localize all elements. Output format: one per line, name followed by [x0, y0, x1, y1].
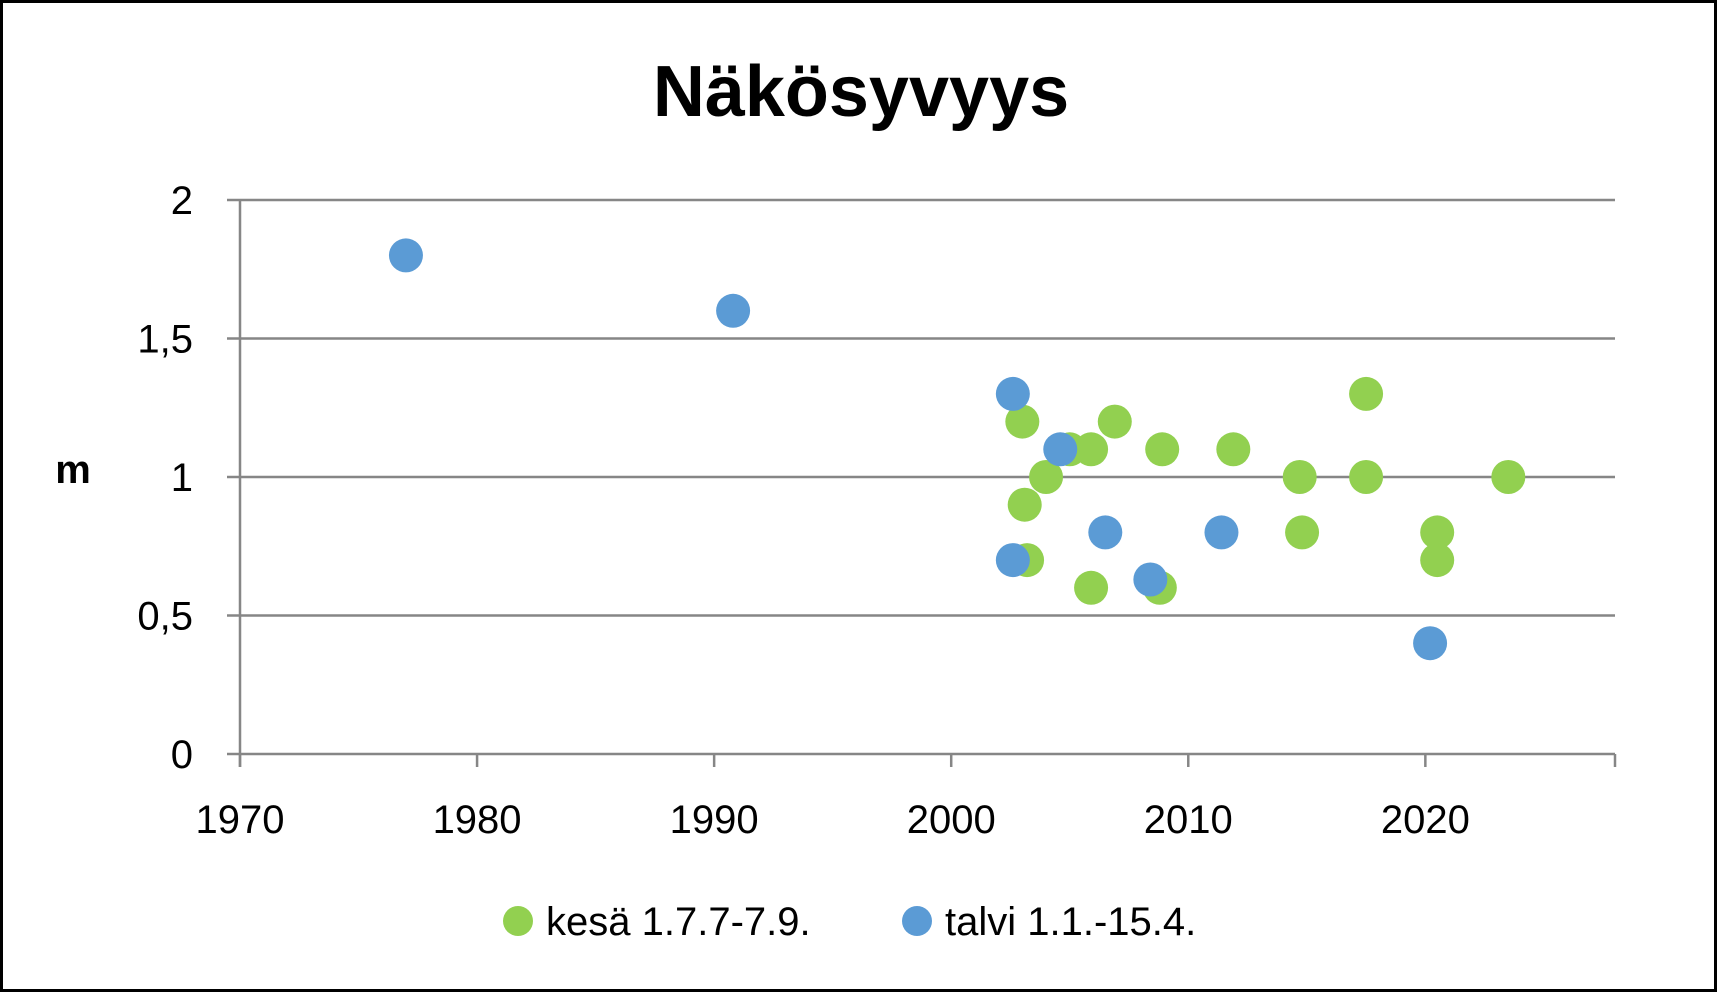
x-tick-label: 2000 [907, 798, 996, 842]
y-tick-label: 1,5 [137, 318, 193, 362]
data-point-series-0-1 [1007, 487, 1042, 522]
data-point-series-1-4 [1043, 432, 1078, 467]
y-tick-label: 0,5 [137, 595, 193, 639]
data-point-series-1-7 [1204, 515, 1239, 550]
data-points [388, 238, 1526, 661]
data-point-series-0-7 [1097, 404, 1132, 439]
data-point-series-0-3 [1029, 460, 1064, 494]
data-point-series-1-6 [1133, 562, 1168, 597]
legend-label-1: talvi 1.1.-15.4. [945, 900, 1196, 944]
scatter-chart: Näkösyvyys 0 0,5 1 1,5 2 1970 1980 1990 2000 2010… [55, 52, 1617, 944]
data-point-series-1-3 [995, 543, 1030, 578]
legend-marker-0 [503, 906, 533, 936]
data-point-series-0-13 [1349, 376, 1384, 411]
x-tick-label: 1990 [670, 798, 759, 842]
x-tick-label: 2020 [1381, 798, 1470, 842]
tick-labels: 0 0,5 1 1,5 2 1970 1980 1990 2000 2010 2020 [137, 179, 1469, 842]
data-point-series-0-14 [1349, 460, 1384, 494]
legend: kesä 1.7.7-7.9. talvi 1.1.-15.4. [503, 900, 1196, 944]
data-point-series-0-9 [1145, 432, 1180, 467]
y-tick-label: 1 [171, 456, 193, 500]
data-point-series-0-10 [1216, 432, 1251, 467]
data-point-series-0-0 [1005, 404, 1040, 439]
y-tick-label: 0 [171, 733, 193, 777]
data-point-series-0-12 [1285, 515, 1320, 550]
data-point-series-1-1 [716, 293, 751, 328]
y-tick-label: 2 [171, 179, 193, 223]
data-point-series-1-0 [388, 238, 423, 273]
data-point-series-0-17 [1491, 460, 1526, 494]
axes [227, 198, 1617, 767]
legend-marker-1 [902, 906, 932, 936]
data-point-series-0-5 [1074, 432, 1109, 467]
y-axis-label: m [55, 448, 91, 492]
data-point-series-0-16 [1420, 543, 1455, 578]
data-point-series-0-6 [1074, 570, 1109, 605]
chart-title: Näkösyvyys [653, 52, 1069, 132]
data-point-series-1-8 [1413, 626, 1448, 661]
data-point-series-0-11 [1282, 460, 1317, 494]
data-point-series-0-15 [1420, 515, 1455, 550]
data-point-series-1-2 [995, 376, 1030, 411]
gridlines [240, 198, 1615, 617]
x-tick-label: 2010 [1144, 798, 1233, 842]
x-tick-label: 1980 [433, 798, 522, 842]
legend-label-0: kesä 1.7.7-7.9. [546, 900, 811, 944]
data-point-series-1-5 [1088, 515, 1123, 550]
x-tick-label: 1970 [196, 798, 285, 842]
